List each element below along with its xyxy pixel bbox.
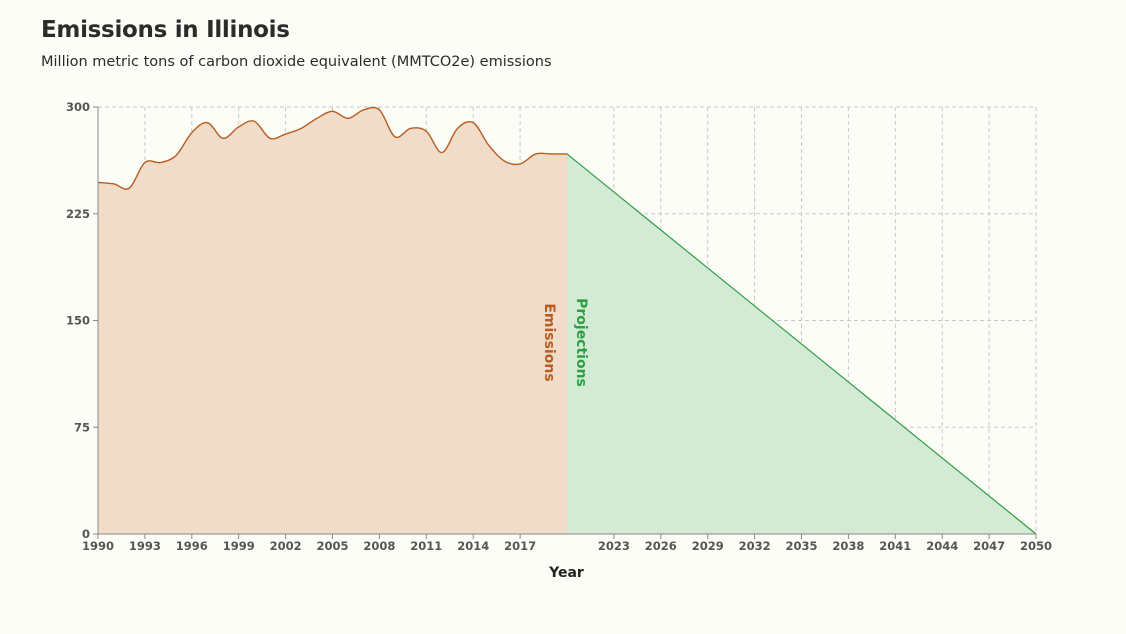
x-tick-label: 2026 <box>645 539 677 553</box>
x-tick-label: 2050 <box>1020 539 1052 553</box>
x-tick-label: 2044 <box>926 539 958 553</box>
projections-annotation: Projections <box>573 298 589 387</box>
x-tick-label: 2008 <box>363 539 395 553</box>
axes: 0 75 150 225 300 1990 1993 1996 1999 2002 2005 2008… <box>66 100 1052 553</box>
emissions-annotation: Emissions <box>541 303 557 381</box>
x-tick-label: 2035 <box>785 539 817 553</box>
chart-title: Emissions in Illinois <box>41 17 290 43</box>
x-tick-label: 1996 <box>176 539 208 553</box>
x-tick-label: 1990 <box>82 539 114 553</box>
y-tick-label: 300 <box>66 100 90 114</box>
x-tick-label: 1999 <box>223 539 255 553</box>
x-tick-label: 2047 <box>973 539 1005 553</box>
emissions-area <box>98 107 567 535</box>
x-tick-label: 2017 <box>504 539 536 553</box>
x-tick-label: 2041 <box>879 539 911 553</box>
x-tick-label: 2032 <box>739 539 771 553</box>
emissions-line <box>97 106 567 190</box>
y-tick-label: 150 <box>66 314 90 328</box>
y-tick-label: 225 <box>66 207 90 221</box>
projections-line <box>566 153 1037 535</box>
area-layer <box>97 106 1037 535</box>
x-axis-title: Year <box>548 565 584 581</box>
labels: Year Emissions Projections <box>541 298 589 581</box>
x-tick-label: 2023 <box>598 539 630 553</box>
x-tick-label: 2011 <box>410 539 442 553</box>
x-tick-label: 2002 <box>270 539 302 553</box>
x-tick-label: 1993 <box>129 539 161 553</box>
x-tick-label: 2029 <box>692 539 724 553</box>
x-tick-label: 2038 <box>832 539 864 553</box>
x-tick-label: 2005 <box>316 539 348 553</box>
y-tick-label: 0 <box>82 527 90 541</box>
y-tick-label: 75 <box>74 420 90 434</box>
x-tick-label: 2014 <box>457 539 489 553</box>
chart-subtitle: Million metric tons of carbon dioxide eq… <box>41 54 552 70</box>
